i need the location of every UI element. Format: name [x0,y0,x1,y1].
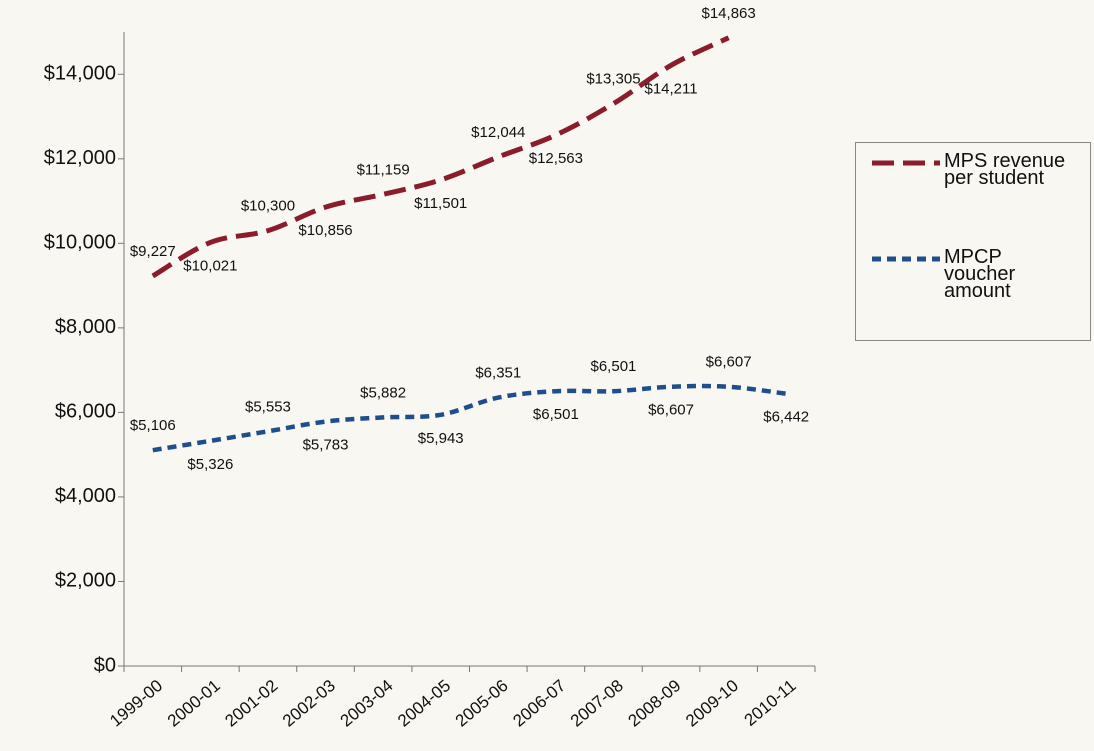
legend-entry: MPS revenue per student [870,150,1072,189]
legend-label: MPCP voucher amount [944,246,1016,302]
data-label: $5,943 [418,430,464,447]
data-label: $5,882 [360,384,406,401]
data-label: $12,563 [529,150,583,167]
x-tick-label: 2001-02 [221,676,281,731]
data-label: $14,211 [644,80,697,97]
data-label: $10,021 [183,257,237,274]
x-tick-label: 2007-08 [567,676,627,731]
data-label: $6,607 [648,402,694,419]
x-tick-label: 2003-04 [337,676,397,731]
data-label: $13,305 [586,71,640,88]
data-label: $5,106 [130,417,176,434]
data-label: $14,863 [702,5,756,22]
data-label: $10,856 [298,222,352,239]
x-tick-label: 2000-01 [164,676,224,731]
data-label: $5,326 [187,456,233,473]
y-tick-label: $0 [94,654,116,676]
y-tick-label: $12,000 [44,147,116,169]
data-label: $6,442 [763,409,809,426]
data-label: $6,351 [475,365,521,382]
y-tick-label: $10,000 [44,232,116,254]
data-label: $5,553 [245,398,291,415]
legend-entry: MPCP voucher amount [870,246,1072,302]
y-tick-label: $2,000 [55,570,116,592]
y-tick-label: $6,000 [55,401,116,423]
legend-swatch [872,160,940,166]
data-label: $6,501 [533,406,579,423]
legend-swatch [872,256,940,262]
data-label: $6,501 [591,358,637,375]
y-tick-label: $14,000 [44,63,116,85]
y-tick-label: $4,000 [55,485,116,507]
y-tick-label: $8,000 [55,316,116,338]
data-label: $10,300 [241,198,295,215]
x-tick-label: 2010-11 [741,676,800,730]
x-tick-label: 2006-07 [509,676,569,731]
x-tick-label: 2005-06 [452,676,512,731]
x-tick-label: 2008-09 [624,676,684,731]
x-tick-label: 2002-03 [279,676,339,731]
data-label: $9,227 [130,243,176,260]
data-label: $11,159 [357,161,410,178]
legend: MPS revenue per student MPCP voucher amou… [855,142,1091,341]
series-line [152,383,787,453]
series-line [151,35,730,279]
data-label: $5,783 [303,437,349,454]
x-tick-label: 1999-00 [106,676,166,731]
data-label: $11,501 [414,195,467,212]
x-tick-label: 2004-05 [394,676,454,731]
data-label: $12,044 [471,124,525,141]
data-label: $6,607 [706,354,752,371]
x-tick-label: 2009-10 [682,676,742,731]
legend-label: MPS revenue per student [944,150,1066,189]
